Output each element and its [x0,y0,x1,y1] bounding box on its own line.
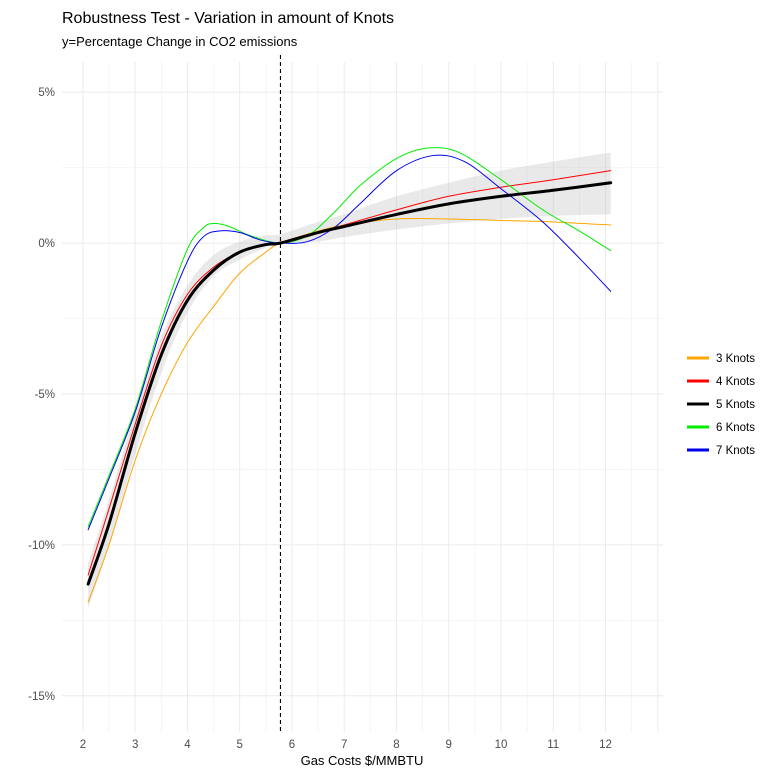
x-tick-label: 3 [132,739,138,751]
legend-item: 5 Knots [687,399,755,411]
series-line-3-knots [87,217,612,603]
series-line-7-knots [87,154,612,531]
x-tick-label: 11 [547,739,559,751]
legend-item: 7 Knots [687,445,755,457]
legend-label: 5 Knots [716,399,755,411]
x-axis-label: Gas Costs $/MMBTU [301,753,424,768]
legend-label: 6 Knots [716,422,755,434]
legend-label: 7 Knots [716,445,755,457]
chart-subtitle: y=Percentage Change in CO2 emissions [62,34,298,49]
legend-label: 4 Knots [716,376,755,388]
legend-item: 3 Knots [687,353,755,365]
y-tick-label: 0% [38,238,55,250]
x-tick-label: 2 [80,739,86,751]
legend: 3 Knots 4 Knots 5 Knots 6 Knots 7 Knots [687,353,755,457]
legend-item: 4 Knots [687,376,755,388]
chart-title: Robustness Test - Variation in amount of… [62,10,394,27]
x-tick-label: 9 [446,739,452,751]
legend-label: 3 Knots [716,353,755,365]
legend-item: 6 Knots [687,422,755,434]
y-axis-ticks: 5% 0% -5% -10% -15% [28,87,55,703]
x-axis-ticks: 2 3 4 5 6 7 8 9 10 11 12 [80,739,612,751]
y-tick-label: -5% [35,389,55,401]
x-tick-label: 6 [289,739,295,751]
y-tick-label: -15% [28,691,55,703]
x-tick-label: 4 [184,739,191,751]
grid [62,62,663,732]
x-tick-label: 10 [495,739,508,751]
x-tick-label: 8 [393,739,399,751]
series-layer [86,147,613,603]
y-tick-label: -10% [28,540,55,552]
x-tick-label: 5 [236,739,242,751]
x-tick-label: 12 [599,739,612,751]
x-tick-label: 7 [341,739,347,751]
y-tick-label: 5% [38,87,55,99]
series-line-5-knots [86,181,613,586]
